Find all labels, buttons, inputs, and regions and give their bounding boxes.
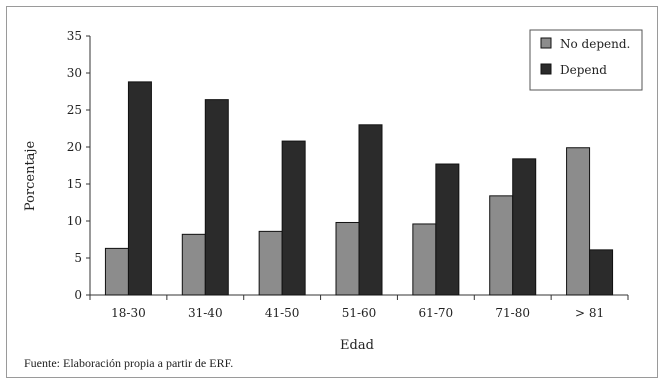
bar: [127, 81, 152, 296]
y-axis: 0 5 10 15 20 25 30 35: [67, 29, 91, 302]
bar: [566, 147, 591, 296]
bar: [589, 249, 614, 296]
legend-swatch: [540, 37, 552, 49]
bar: [335, 221, 360, 296]
y-tick-label: 30: [67, 66, 82, 80]
x-tick-label: 31-40: [188, 306, 223, 320]
x-tick-label: 18-30: [111, 306, 146, 320]
bar: [258, 230, 283, 296]
source-note: Fuente: Elaboración propia a partir de E…: [24, 356, 234, 370]
x-tick-label: 51-60: [342, 306, 377, 320]
y-tick-label: 5: [74, 251, 82, 265]
bar: [281, 140, 306, 296]
y-tick-label: 20: [67, 140, 82, 154]
x-axis: 18-30 31-40 41-50 51-60 61-70 71-80 > 81: [89, 294, 629, 320]
bar: [435, 163, 460, 296]
legend: No depend. Depend: [529, 29, 643, 91]
bar: [204, 99, 229, 296]
bar: [489, 195, 514, 296]
x-tick-label: 61-70: [419, 306, 454, 320]
legend-label: No depend.: [560, 37, 630, 51]
legend-swatch: [540, 63, 552, 75]
x-tick-label: 71-80: [495, 306, 530, 320]
x-tick-label: > 81: [575, 306, 604, 320]
bar: [412, 223, 437, 296]
bars: [104, 81, 614, 296]
x-axis-label: Edad: [340, 338, 374, 353]
y-tick-label: 15: [67, 177, 82, 191]
legend-box: [529, 29, 643, 91]
y-tick-label: 0: [74, 288, 82, 302]
bar: [181, 233, 206, 296]
y-tick-label: 35: [67, 29, 82, 43]
y-tick-label: 25: [67, 103, 82, 117]
y-axis-label: Porcentaje: [23, 141, 38, 212]
x-tick-label: 41-50: [265, 306, 300, 320]
y-tick-label: 10: [67, 214, 82, 228]
legend-label: Depend: [560, 63, 607, 77]
bar: [512, 158, 537, 296]
bar: [358, 124, 383, 296]
bar: [104, 247, 129, 296]
